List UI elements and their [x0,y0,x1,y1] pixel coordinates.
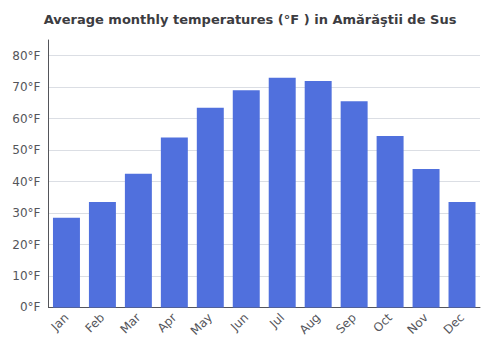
svg-text:Nov: Nov [405,311,431,337]
svg-text:Mar: Mar [117,310,143,336]
svg-text:20°F: 20°F [12,238,40,252]
svg-text:Feb: Feb [82,311,107,336]
svg-text:50°F: 50°F [12,143,40,157]
svg-text:40°F: 40°F [12,175,40,189]
svg-text:Jul: Jul [266,311,287,332]
svg-text:Oct: Oct [370,310,395,335]
svg-text:Average monthly temperatures (: Average monthly temperatures (°F ) in Am… [44,12,457,27]
svg-text:60°F: 60°F [12,112,40,126]
svg-text:0°F: 0°F [20,300,41,314]
svg-text:Aug: Aug [297,311,323,337]
svg-text:Dec: Dec [441,311,467,337]
svg-text:70°F: 70°F [12,80,40,94]
svg-text:30°F: 30°F [12,206,40,220]
svg-text:May: May [188,311,215,338]
svg-text:Sep: Sep [333,311,359,337]
svg-text:Jun: Jun [227,311,251,335]
svg-text:Jan: Jan [48,311,72,335]
svg-text:80°F: 80°F [12,49,40,63]
svg-text:10°F: 10°F [12,269,40,283]
svg-text:Apr: Apr [155,310,180,335]
